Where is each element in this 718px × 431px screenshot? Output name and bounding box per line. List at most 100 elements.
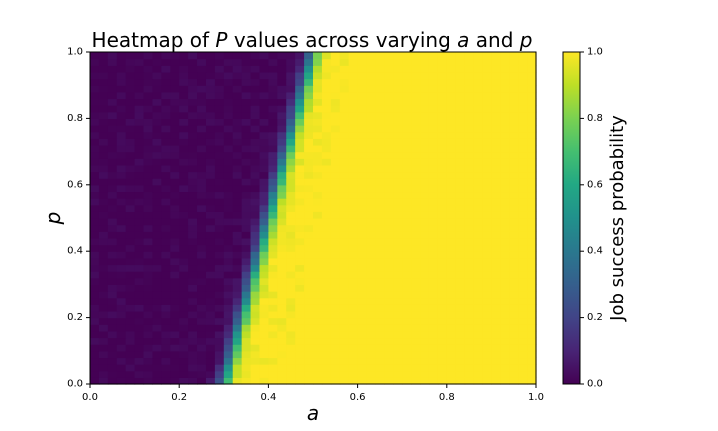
heatmap-cell (330, 85, 341, 93)
heatmap-cell (161, 171, 171, 179)
heatmap-cell (295, 151, 305, 159)
heatmap-cell (330, 231, 341, 239)
heatmap-cell (473, 277, 484, 285)
heatmap-cell (197, 105, 207, 113)
heatmap-cell (348, 317, 359, 325)
heatmap-cell (321, 304, 332, 312)
heatmap-cell (188, 324, 198, 332)
heatmap-cell (304, 71, 314, 80)
heatmap-cell (500, 251, 510, 259)
heatmap-cell (188, 78, 198, 86)
heatmap-cell (357, 277, 368, 285)
heatmap-cell (90, 350, 100, 359)
heatmap-cell (321, 144, 332, 153)
heatmap-cell (161, 138, 171, 146)
heatmap-cell (295, 158, 305, 166)
heatmap-cell (90, 304, 100, 312)
heatmap-cell (509, 191, 519, 199)
heatmap-cell (446, 131, 457, 139)
heatmap-cell (223, 138, 234, 146)
heatmap-cell (98, 330, 109, 339)
heatmap-cell (402, 271, 412, 279)
heatmap-cell (134, 271, 145, 279)
heatmap-cell (250, 337, 261, 345)
heatmap-cell (179, 310, 189, 319)
heatmap-cell (214, 310, 225, 319)
heatmap-cell (161, 271, 171, 279)
heatmap-cell (304, 204, 314, 212)
heatmap-cell (205, 198, 216, 206)
heatmap-cell (116, 377, 127, 385)
heatmap-cell (250, 98, 261, 106)
heatmap-cell (125, 257, 136, 266)
heatmap-cell (259, 231, 269, 239)
heatmap-cell (205, 344, 216, 352)
heatmap-cell (411, 144, 421, 153)
heatmap-cell (277, 178, 287, 186)
chart-title: Heatmap of P values across varying a and… (92, 28, 533, 52)
heatmap-cell (375, 237, 385, 246)
heatmap-cell (188, 264, 198, 272)
heatmap-cell (170, 370, 180, 378)
heatmap-cell (277, 164, 287, 173)
heatmap-cell (125, 337, 136, 345)
heatmap-cell (134, 98, 145, 106)
heatmap-cell (339, 164, 350, 173)
heatmap-cell (375, 271, 385, 279)
heatmap-cell (321, 191, 332, 199)
heatmap-cell (464, 317, 475, 325)
heatmap-cell (277, 171, 287, 179)
heatmap-cell (411, 251, 421, 259)
heatmap-cell (152, 271, 162, 279)
heatmap-cell (223, 277, 234, 285)
heatmap-cell (393, 297, 403, 305)
heatmap-cell (411, 310, 421, 319)
heatmap-cell (170, 284, 180, 292)
heatmap-cell (446, 151, 457, 159)
heatmap-cell (313, 317, 323, 325)
heatmap-cell (116, 164, 127, 173)
heatmap-cell (384, 144, 394, 153)
heatmap-cell (152, 118, 162, 126)
heatmap-cell (241, 78, 252, 86)
heatmap-cell (107, 357, 118, 365)
heatmap-cell (250, 344, 261, 352)
heatmap-cell (268, 218, 278, 226)
heatmap-cell (286, 158, 296, 166)
heatmap-cell (330, 264, 341, 272)
heatmap-cell (500, 184, 510, 193)
heatmap-cell (509, 364, 519, 372)
heatmap-cell (250, 158, 261, 166)
heatmap-cell (98, 171, 109, 179)
heatmap-cell (518, 324, 528, 332)
heatmap-cell (277, 317, 287, 325)
heatmap-cell (500, 204, 510, 212)
heatmap-cell (357, 218, 368, 226)
heatmap-cell (375, 364, 385, 372)
heatmap-cell (500, 158, 510, 166)
heatmap-cell (330, 251, 341, 259)
heatmap-cell (473, 284, 484, 292)
heatmap-cell (357, 264, 368, 272)
heatmap-cell (366, 98, 377, 106)
heatmap-cell (259, 144, 269, 153)
heatmap-cell (491, 171, 501, 179)
heatmap-cell (428, 184, 439, 193)
heatmap-cell (250, 164, 261, 173)
heatmap-cell (375, 158, 385, 166)
heatmap-cell (482, 151, 492, 159)
heatmap-cell (107, 231, 118, 239)
heatmap-cell (179, 337, 189, 345)
heatmap-cell (170, 118, 180, 126)
y-tick-label: 0.0 (67, 379, 83, 390)
heatmap-cell (223, 131, 234, 139)
heatmap-cell (107, 58, 118, 66)
heatmap-cell (286, 251, 296, 259)
heatmap-cell (277, 344, 287, 352)
heatmap-cell (420, 237, 430, 246)
heatmap-cell (179, 98, 189, 106)
heatmap-cell (384, 191, 394, 199)
heatmap-cell (197, 364, 207, 372)
heatmap-cell (161, 264, 171, 272)
heatmap-cell (509, 184, 519, 193)
